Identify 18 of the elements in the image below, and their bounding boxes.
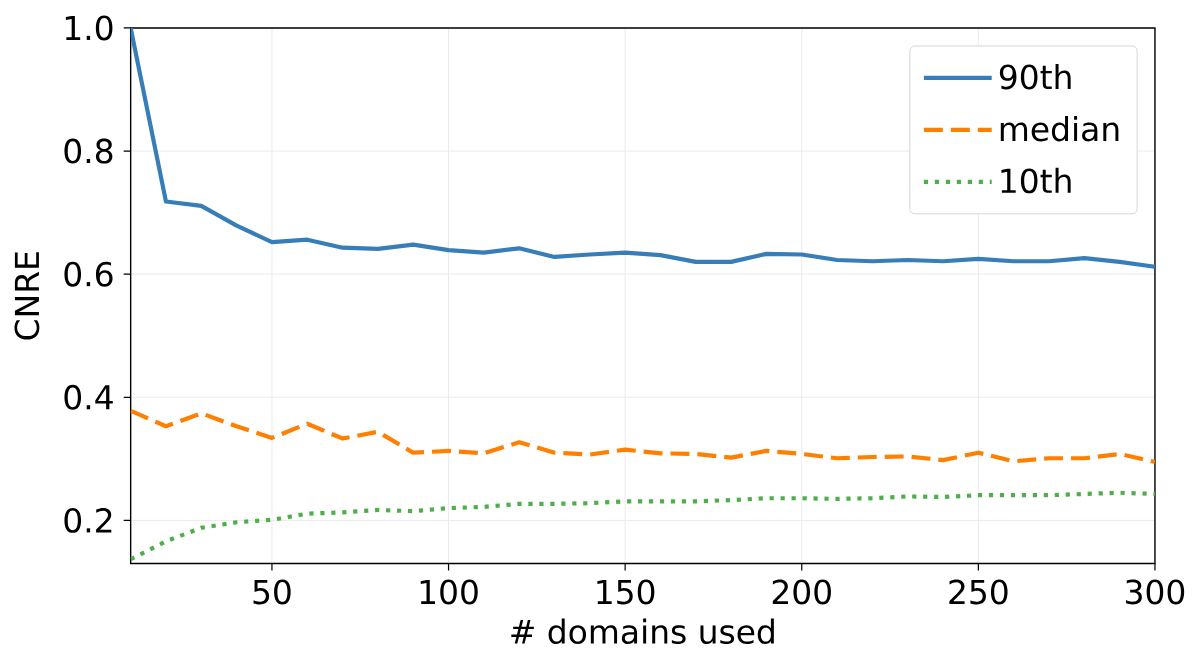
- x-tick-label: 300: [1126, 579, 1185, 605]
- line-series: [130, 27, 1155, 269]
- x-tick-label: 250: [949, 579, 1008, 605]
- legend-label: 90th: [999, 63, 1071, 90]
- x-tick-label: 50: [253, 579, 291, 605]
- y-tick-label: 0.4: [64, 384, 113, 410]
- y-axis-title: CNRE: [14, 252, 40, 340]
- y-tick-label: 0.6: [64, 261, 113, 287]
- x-tick-label: 150: [597, 579, 655, 605]
- y-tick-label: 1.0: [65, 15, 113, 41]
- x-axis-title: # domains used: [511, 618, 774, 644]
- line-series: [130, 408, 1155, 464]
- x-tick-label: 200: [772, 579, 831, 605]
- y-tick-label: 0.8: [64, 138, 113, 164]
- x-tick-label: 100: [420, 579, 478, 605]
- legend-label: 10th: [1001, 167, 1071, 194]
- y-tick-label: 0.2: [64, 507, 112, 533]
- legend-label: median: [1000, 115, 1119, 142]
